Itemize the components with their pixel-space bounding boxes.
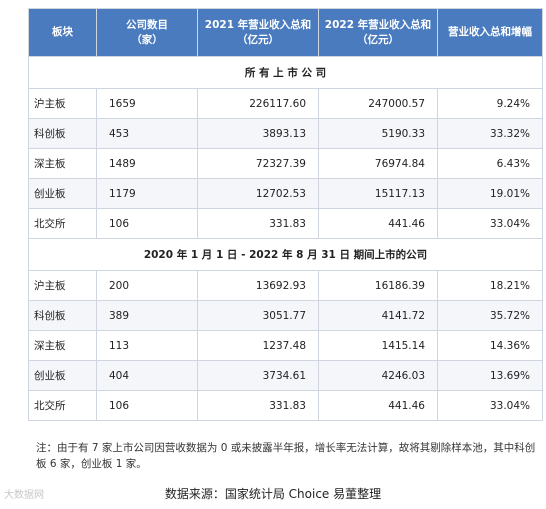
- company-count: 389: [96, 300, 198, 331]
- table-row: 深主板 1489 72327.39 76974.84 6.43%: [28, 148, 543, 179]
- revenue-growth: 14.36%: [437, 330, 543, 361]
- revenue-growth: 19.01%: [437, 178, 543, 209]
- table-row: 北交所 106 331.83 441.46 33.04%: [28, 208, 543, 239]
- table-row: 科创板 453 3893.13 5190.33 33.32%: [28, 118, 543, 149]
- header-rev2022: 2022 年营业收入总和 （亿元）: [318, 8, 438, 57]
- revenue-2021: 12702.53: [197, 178, 319, 209]
- table-row: 创业板 1179 12702.53 15117.13 19.01%: [28, 178, 543, 209]
- header-count: 公司数目 （家）: [96, 8, 198, 57]
- board-name: 科创板: [28, 300, 97, 331]
- board-name: 沪主板: [28, 270, 97, 301]
- revenue-2022: 15117.13: [318, 178, 438, 209]
- board-name: 北交所: [28, 390, 97, 421]
- company-count: 106: [96, 208, 198, 239]
- header-growth: 营业收入总和增幅: [437, 8, 543, 57]
- table-row: 创业板 404 3734.61 4246.03 13.69%: [28, 360, 543, 391]
- table-row: 科创板 389 3051.77 4141.72 35.72%: [28, 300, 543, 331]
- company-count: 1179: [96, 178, 198, 209]
- revenue-2021: 226117.60: [197, 88, 319, 119]
- company-count: 106: [96, 390, 198, 421]
- revenue-2021: 3893.13: [197, 118, 319, 149]
- revenue-2021: 331.83: [197, 208, 319, 239]
- revenue-growth: 13.69%: [437, 360, 543, 391]
- revenue-growth: 6.43%: [437, 148, 543, 179]
- table-row: 沪主板 200 13692.93 16186.39 18.21%: [28, 270, 543, 301]
- company-count: 453: [96, 118, 198, 149]
- company-count: 200: [96, 270, 198, 301]
- company-count: 1489: [96, 148, 198, 179]
- revenue-growth: 18.21%: [437, 270, 543, 301]
- revenue-2022: 4141.72: [318, 300, 438, 331]
- revenue-2022: 1415.14: [318, 330, 438, 361]
- board-name: 深主板: [28, 148, 97, 179]
- revenue-2021: 3734.61: [197, 360, 319, 391]
- revenue-growth: 33.32%: [437, 118, 543, 149]
- table-row: 深主板 113 1237.48 1415.14 14.36%: [28, 330, 543, 361]
- header-row: 板块 公司数目 （家） 2021 年营业收入总和 （亿元） 2022 年营业收入…: [28, 8, 543, 57]
- board-name: 北交所: [28, 208, 97, 239]
- revenue-2022: 76974.84: [318, 148, 438, 179]
- revenue-2022: 4246.03: [318, 360, 438, 391]
- revenue-2022: 441.46: [318, 208, 438, 239]
- revenue-growth: 35.72%: [437, 300, 543, 331]
- revenue-2021: 331.83: [197, 390, 319, 421]
- section-title-all: 所 有 上 市 公 司: [28, 56, 543, 89]
- revenue-2022: 247000.57: [318, 88, 438, 119]
- company-count: 404: [96, 360, 198, 391]
- company-count: 1659: [96, 88, 198, 119]
- company-count: 113: [96, 330, 198, 361]
- revenue-2022: 5190.33: [318, 118, 438, 149]
- revenue-growth: 33.04%: [437, 390, 543, 421]
- revenue-table: 板块 公司数目 （家） 2021 年营业收入总和 （亿元） 2022 年营业收入…: [28, 8, 543, 421]
- revenue-2021: 1237.48: [197, 330, 319, 361]
- board-name: 深主板: [28, 330, 97, 361]
- revenue-2021: 72327.39: [197, 148, 319, 179]
- header-rev2021: 2021 年营业收入总和 （亿元）: [197, 8, 319, 57]
- watermark: 大数据网: [4, 490, 44, 501]
- table-note: 注：由于有 7 家上市公司因营收数据为 0 或未披露半年报，增长率无法计算，故将…: [36, 442, 536, 470]
- board-name: 科创板: [28, 118, 97, 149]
- revenue-2022: 16186.39: [318, 270, 438, 301]
- board-name: 创业板: [28, 360, 97, 391]
- revenue-2022: 441.46: [318, 390, 438, 421]
- board-name: 沪主板: [28, 88, 97, 119]
- table-row: 沪主板 1659 226117.60 247000.57 9.24%: [28, 88, 543, 119]
- data-source: 数据来源：国家统计局 Choice 易董整理: [164, 487, 382, 501]
- board-name: 创业板: [28, 178, 97, 209]
- table-row: 北交所 106 331.83 441.46 33.04%: [28, 390, 543, 421]
- revenue-2021: 3051.77: [197, 300, 319, 331]
- revenue-growth: 33.04%: [437, 208, 543, 239]
- revenue-2021: 13692.93: [197, 270, 319, 301]
- header-board: 板块: [28, 8, 97, 57]
- revenue-growth: 9.24%: [437, 88, 543, 119]
- section-title-period: 2020 年 1 月 1 日 - 2022 年 8 月 31 日 期间上市的公司: [28, 238, 543, 271]
